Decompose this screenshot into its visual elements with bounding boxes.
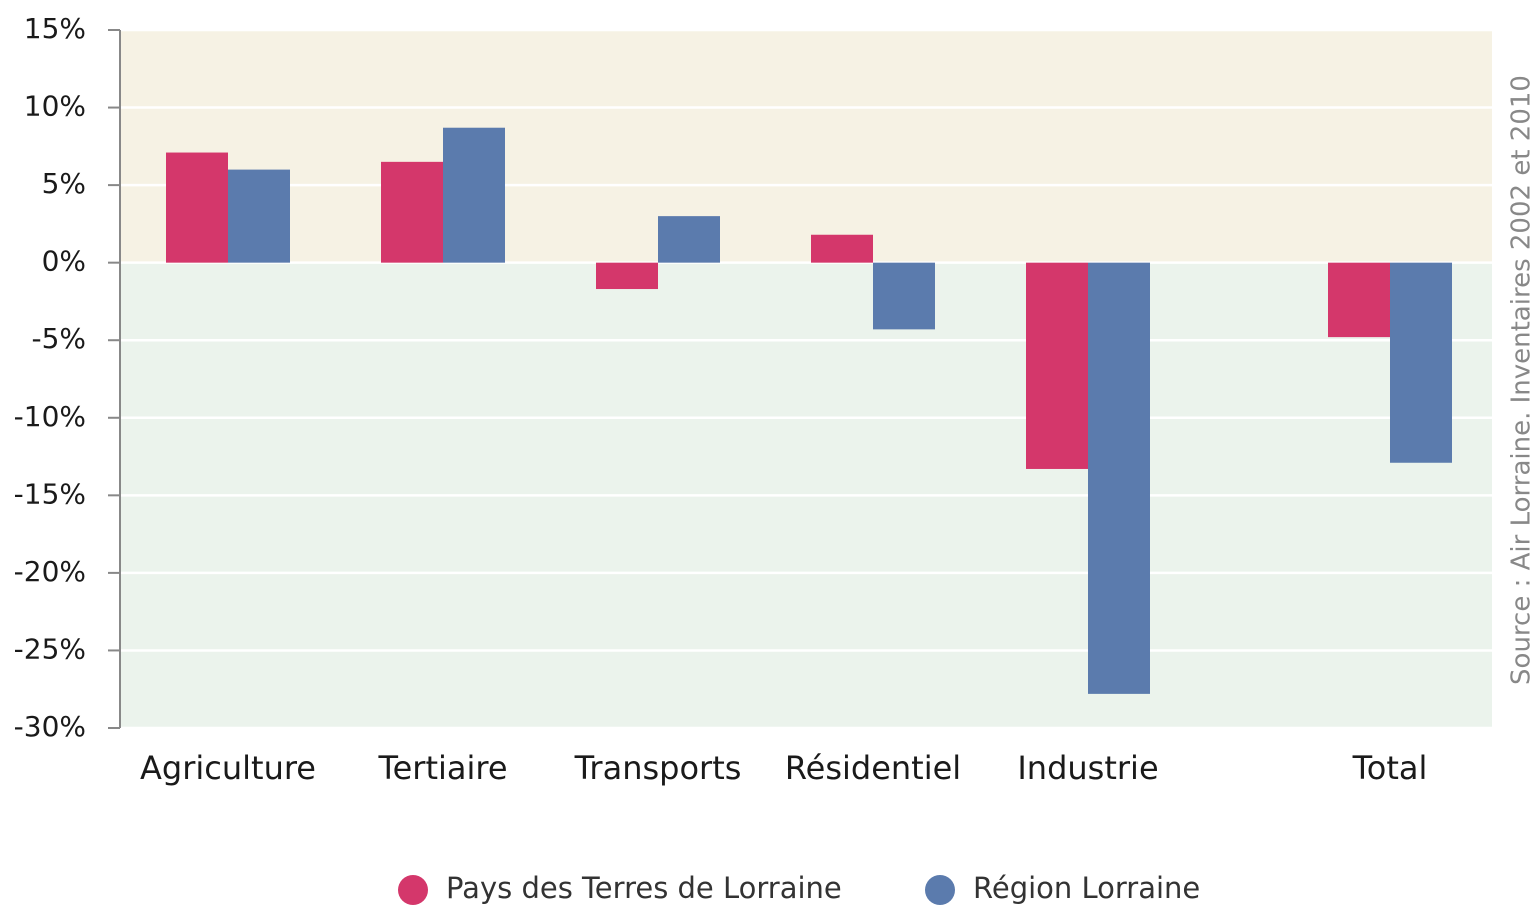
legend-swatch [925,875,955,905]
y-tick-label: 10% [24,90,86,123]
y-tick-label: 0% [42,245,86,278]
bar [381,161,443,263]
bar [1088,262,1150,694]
y-tick-label: -25% [14,632,86,665]
x-tick-label: Industrie [1017,749,1158,787]
x-tick-label: Agriculture [140,749,316,787]
legend-label: Région Lorraine [973,871,1200,905]
bar [228,169,290,263]
y-tick-label: -10% [14,400,86,433]
x-tick-label: Total [1352,749,1428,787]
positive-zone [120,30,1492,263]
bar [873,262,935,330]
bar [658,216,720,263]
source-note: Source : Air Lorraine. Inventaires 2002 … [1507,75,1532,685]
x-tick-label: Résidentiel [785,749,961,787]
y-tick-label: -5% [31,322,86,355]
y-tick-label: -20% [14,555,86,588]
bar [443,127,505,263]
y-tick-label: -30% [14,710,86,743]
bar [1328,262,1390,338]
legend-label: Pays des Terres de Lorraine [446,871,842,905]
legend-swatch [398,875,428,905]
bar [1026,262,1088,469]
y-tick-label: 15% [24,12,86,45]
x-tick-label: Tertiaire [377,749,507,787]
x-tick-label: Transports [574,749,742,787]
bar [811,234,873,263]
bar [596,262,658,290]
bar [1390,262,1452,463]
y-tick-label: -15% [14,477,86,510]
y-tick-label: 5% [42,167,86,200]
bar [166,152,228,263]
